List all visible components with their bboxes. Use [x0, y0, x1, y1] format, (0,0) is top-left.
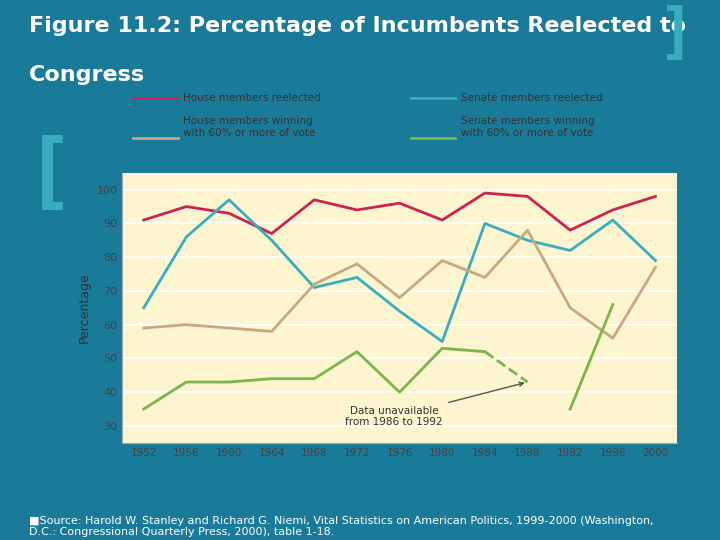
Text: Figure 11.2: Percentage of Incumbents Reelected to: Figure 11.2: Percentage of Incumbents Re… [29, 16, 685, 36]
Text: ]: ] [658, 5, 695, 64]
Text: House members winning
with 60% or more of vote: House members winning with 60% or more o… [184, 116, 316, 138]
Text: Congress: Congress [29, 65, 145, 85]
Y-axis label: Percentage: Percentage [78, 273, 91, 343]
Text: [: [ [25, 135, 76, 216]
Text: Senate members reelected: Senate members reelected [461, 92, 602, 103]
Text: Data unavailable
from 1986 to 1992: Data unavailable from 1986 to 1992 [346, 382, 523, 427]
Text: House members reelected: House members reelected [184, 92, 321, 103]
Text: ■Source: Harold W. Stanley and Richard G. Niemi, Vital Statistics on American Po: ■Source: Harold W. Stanley and Richard G… [29, 516, 654, 537]
Text: Senate members winning
with 60% or more of vote: Senate members winning with 60% or more … [461, 116, 594, 138]
